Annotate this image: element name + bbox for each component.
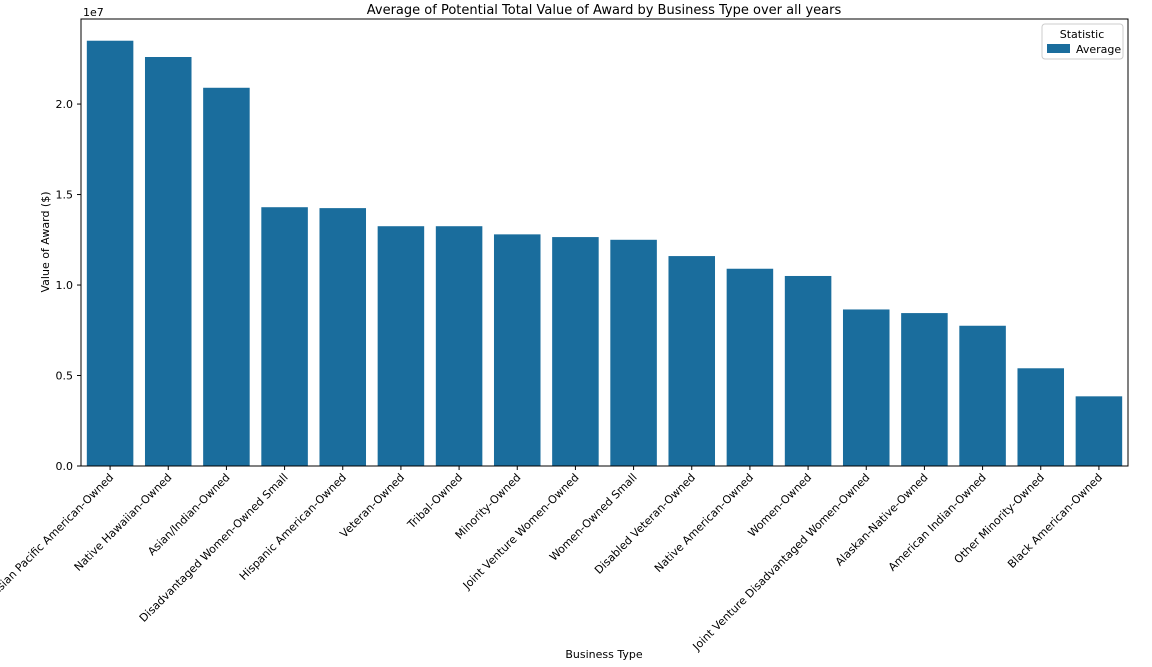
bar-17	[1075, 396, 1123, 466]
x-tick-label: American Indian-Owned	[886, 471, 989, 574]
bars-group	[86, 40, 1123, 467]
bar-15	[959, 325, 1006, 466]
chart-title: Average of Potential Total Value of Awar…	[367, 3, 842, 18]
y-tick-label: 1.0	[56, 279, 74, 292]
bar-16	[1017, 368, 1065, 466]
legend: Statistic Average	[1041, 23, 1124, 60]
bar-14	[901, 313, 948, 466]
y-axis-label: Value of Award ($)	[39, 191, 52, 292]
y-axis: 0.0 0.5 1.0 1.5 2.0	[56, 98, 81, 473]
legend-title: Statistic	[1060, 28, 1105, 41]
bar-2	[203, 87, 250, 467]
bar-0	[86, 40, 134, 466]
x-tick-label: Tribal-Owned	[404, 471, 465, 532]
bar-11	[726, 268, 774, 466]
y-tick-label: 0.5	[56, 370, 74, 383]
x-tick-label: Veteran-Owned	[337, 471, 407, 541]
bar-8	[552, 237, 599, 466]
plot-frame	[80, 18, 1129, 467]
x-axis-label: Business Type	[565, 648, 643, 661]
x-tick-label: Joint Venture Women-Owned	[460, 471, 582, 593]
legend-swatch	[1047, 44, 1070, 53]
bar-4	[319, 208, 367, 466]
bar-9	[610, 239, 657, 466]
x-tick-label: Disabled Veteran-Owned	[592, 471, 698, 577]
bar-1	[144, 57, 192, 466]
bar-3	[261, 207, 308, 466]
legend-entry-label: Average	[1076, 43, 1121, 56]
x-tick-label: Asian Pacific American-Owned	[0, 471, 116, 598]
bar-12	[784, 275, 832, 466]
y-tick-label: 0.0	[56, 460, 74, 473]
bar-5	[377, 226, 425, 466]
x-tick-label: Native Hawaiian-Owned	[72, 471, 175, 574]
x-tick-label: Native American-Owned	[652, 471, 756, 575]
bar-10	[668, 256, 716, 466]
x-tick-label: Hispanic American-Owned	[237, 471, 349, 583]
bar-7	[493, 234, 541, 466]
y-axis-multiplier: 1e7	[83, 6, 104, 19]
bar-13	[842, 309, 890, 466]
y-tick-label: 1.5	[56, 189, 74, 202]
bar-6	[435, 226, 483, 466]
x-tick-label: Black American-Owned	[1005, 471, 1105, 571]
y-tick-label: 2.0	[56, 98, 74, 111]
